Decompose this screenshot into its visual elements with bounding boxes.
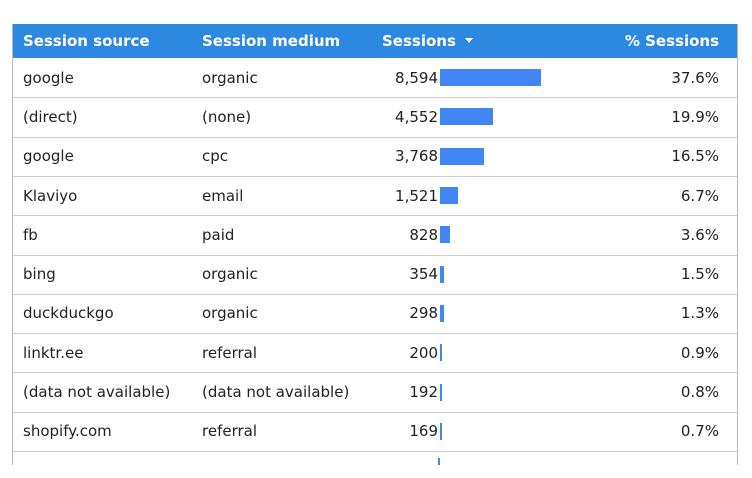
pct-cell: 0.8% (680, 383, 719, 402)
pct-cell: 16.5% (671, 147, 719, 166)
pct-cell: 19.9% (671, 107, 719, 126)
sessions-bar (440, 383, 443, 401)
sessions-bar (440, 69, 541, 87)
source-cell: (data not available) (23, 383, 171, 402)
sessions-cell: 192 (409, 383, 438, 402)
header-row (13, 24, 737, 58)
source-cell: Klaviyo (23, 186, 78, 205)
medium-cell: organic (202, 304, 258, 323)
sessions-cell: 298 (409, 304, 438, 323)
row-separator (13, 215, 737, 217)
row-separator (13, 372, 737, 374)
pct-cell: 0.9% (680, 343, 719, 362)
row-separator (13, 451, 737, 452)
header-cell[interactable]: Session medium (202, 32, 341, 50)
sessions-bar (440, 344, 443, 362)
source-cell: shopify.com (23, 422, 112, 441)
sessions-bar (440, 147, 485, 165)
row-separator (13, 254, 737, 256)
sessions-cell: 200 (409, 343, 438, 362)
pct-cell: 1.5% (680, 265, 719, 284)
sort-icon[interactable] (465, 38, 473, 44)
sessions-cell: 4,552 (395, 107, 438, 126)
row-separator (13, 175, 737, 177)
source-cell: google (23, 147, 74, 166)
row-separator (13, 333, 737, 335)
table-frame (12, 24, 738, 465)
sessions-cell: 3,768 (395, 147, 438, 166)
source-cell: (direct) (23, 107, 78, 126)
source-cell: bing (23, 265, 56, 284)
sessions-bar (440, 226, 450, 244)
sessions-bar (440, 422, 442, 440)
sessions-cell: 8,594 (395, 68, 438, 87)
medium-cell: cpc (202, 147, 229, 166)
medium-cell: organic (202, 265, 258, 284)
header-cell[interactable]: Sessions (382, 32, 456, 50)
medium-cell: referral (202, 422, 258, 441)
cut-off-bar (438, 458, 440, 465)
medium-cell: paid (202, 225, 235, 244)
medium-cell: email (202, 186, 244, 205)
medium-cell: referral (202, 343, 258, 362)
pct-cell: 37.6% (671, 68, 719, 87)
row-separator (13, 136, 737, 138)
sessions-bar (440, 265, 445, 283)
row-separator (13, 97, 737, 99)
header-cell[interactable]: % Sessions (624, 32, 719, 50)
source-cell: google (23, 68, 74, 87)
source-cell: fb (23, 225, 38, 244)
header-cell[interactable]: Session source (23, 32, 150, 50)
pct-cell: 3.6% (680, 225, 719, 244)
row-separator (13, 411, 737, 413)
medium-cell: (data not available) (202, 383, 350, 402)
sessions-bar (440, 108, 494, 126)
sessions-cell: 828 (409, 225, 438, 244)
medium-cell: organic (202, 68, 258, 87)
pct-cell: 0.7% (680, 422, 719, 441)
pct-cell: 1.3% (680, 304, 719, 323)
row-separator (13, 293, 737, 295)
pct-cell: 6.7% (680, 186, 719, 205)
sessions-cell: 169 (409, 422, 438, 441)
source-cell: linktr.ee (23, 343, 84, 362)
medium-cell: (none) (202, 107, 252, 126)
sessions-cell: 1,521 (395, 186, 438, 205)
sessions-bar (440, 187, 458, 205)
source-cell: duckduckgo (23, 304, 114, 323)
sessions-bar (440, 304, 444, 322)
sessions-cell: 354 (409, 265, 438, 284)
